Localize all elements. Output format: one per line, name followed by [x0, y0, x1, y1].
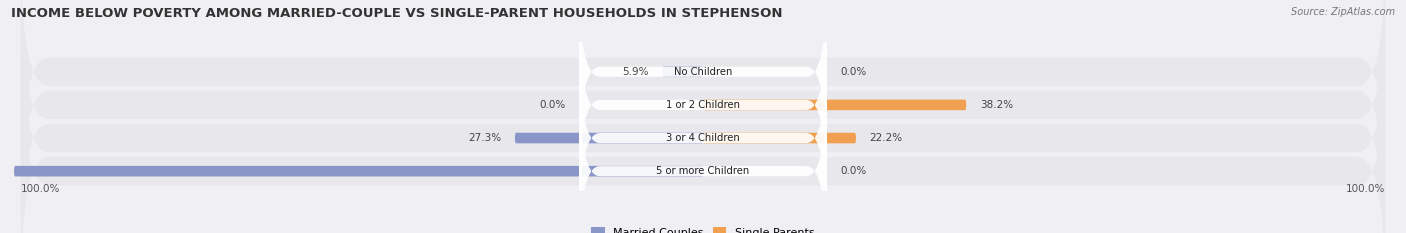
Text: 27.3%: 27.3%	[468, 133, 501, 143]
FancyBboxPatch shape	[703, 99, 966, 110]
Text: 100.0%: 100.0%	[1346, 184, 1385, 194]
Text: 0.0%: 0.0%	[538, 100, 565, 110]
FancyBboxPatch shape	[21, 0, 1385, 190]
FancyBboxPatch shape	[662, 66, 703, 77]
FancyBboxPatch shape	[579, 44, 827, 232]
FancyBboxPatch shape	[579, 10, 827, 199]
FancyBboxPatch shape	[21, 53, 1385, 233]
FancyBboxPatch shape	[21, 20, 1385, 233]
Text: INCOME BELOW POVERTY AMONG MARRIED-COUPLE VS SINGLE-PARENT HOUSEHOLDS IN STEPHEN: INCOME BELOW POVERTY AMONG MARRIED-COUPL…	[11, 7, 783, 20]
Text: 100.0%: 100.0%	[21, 184, 60, 194]
Text: 0.0%: 0.0%	[841, 166, 868, 176]
FancyBboxPatch shape	[579, 0, 827, 166]
Text: 1 or 2 Children: 1 or 2 Children	[666, 100, 740, 110]
FancyBboxPatch shape	[515, 133, 703, 143]
FancyBboxPatch shape	[21, 0, 1385, 223]
Text: 5 or more Children: 5 or more Children	[657, 166, 749, 176]
Text: Source: ZipAtlas.com: Source: ZipAtlas.com	[1291, 7, 1395, 17]
FancyBboxPatch shape	[703, 133, 856, 143]
Text: 5.9%: 5.9%	[621, 67, 648, 77]
FancyBboxPatch shape	[14, 166, 703, 176]
Text: 0.0%: 0.0%	[841, 67, 868, 77]
Text: 38.2%: 38.2%	[980, 100, 1014, 110]
Text: 22.2%: 22.2%	[870, 133, 903, 143]
Legend: Married Couples, Single Parents: Married Couples, Single Parents	[586, 223, 820, 233]
FancyBboxPatch shape	[579, 77, 827, 233]
Text: No Children: No Children	[673, 67, 733, 77]
Text: 3 or 4 Children: 3 or 4 Children	[666, 133, 740, 143]
